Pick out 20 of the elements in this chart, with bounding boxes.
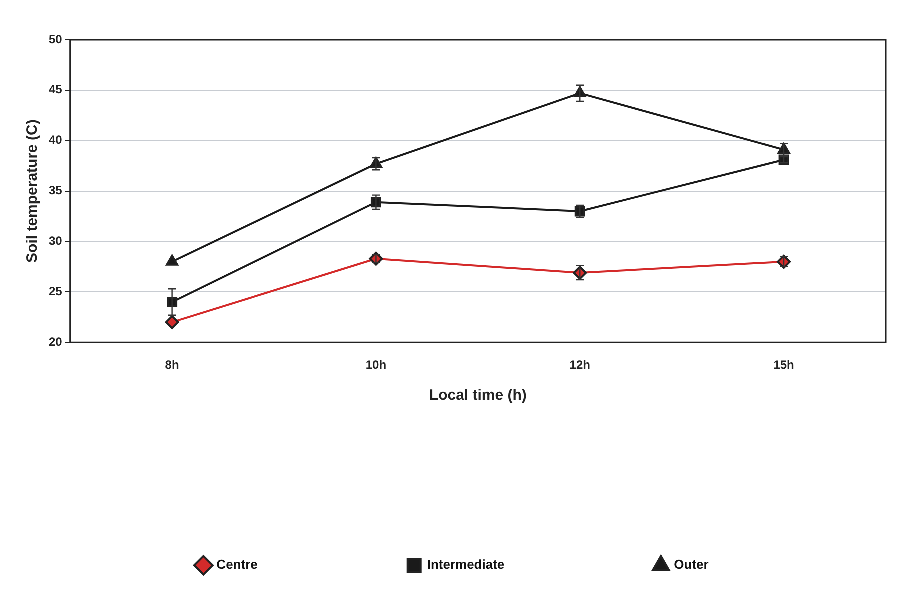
point [165, 315, 180, 330]
y-tick-label: 30 [48, 234, 63, 248]
x-tick-label: 12h [570, 358, 590, 372]
x-tick-label: 15h [774, 358, 794, 372]
y-axis-title: Soil temperature (C) [24, 120, 42, 263]
y-tick-label: 50 [48, 32, 63, 46]
y-tick-label: 20 [48, 334, 63, 349]
y-tick-label: 35 [48, 184, 63, 198]
x-tick-label: 10h [366, 358, 387, 372]
x-tick-label: 8h [165, 358, 180, 372]
x-axis-title: Local time (h) [429, 387, 527, 404]
point [166, 254, 178, 266]
point [369, 252, 384, 266]
y-tick-label: 40 [48, 133, 63, 148]
y-tick-label: 45 [48, 82, 63, 97]
legend-label: Intermediate [427, 557, 505, 572]
y-tick-label: 25 [48, 284, 63, 298]
point [777, 254, 792, 269]
legend-label: Centre [216, 557, 258, 572]
legend-label: Outer [674, 557, 709, 572]
